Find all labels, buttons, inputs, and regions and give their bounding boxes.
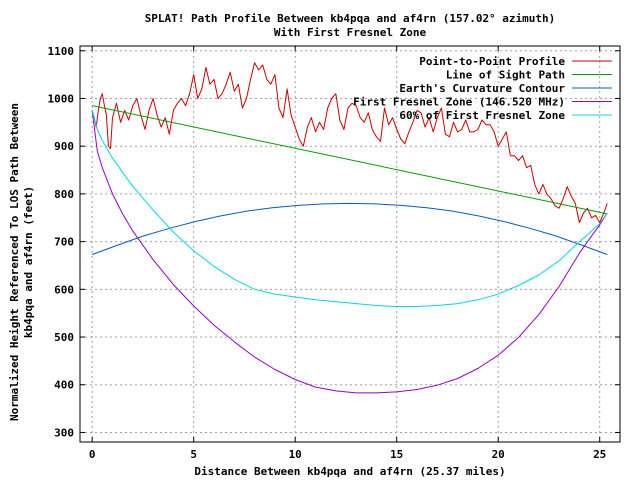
x-tick-label: 15 [390, 448, 403, 461]
plot-frame [79, 45, 621, 443]
series-line-1 [91, 62, 608, 223]
x-tick-label: 25 [593, 448, 606, 461]
y-tick-label: 500 [54, 331, 74, 344]
series-line-3 [92, 202, 608, 255]
legend-label-5: 60% of First Fresnel Zone [399, 109, 565, 122]
grid-lines [80, 46, 620, 442]
chart-subtitle: With First Fresnel Zone [274, 26, 427, 39]
y-tick-label: 400 [54, 379, 74, 392]
y-axis-label-line2: kb4pqa and af4rn (feet) [22, 186, 35, 338]
y-tick-label: 800 [54, 188, 74, 201]
legend-label-4: First Fresnel Zone (146.520 MHz) [353, 96, 565, 109]
y-tick-label: 1000 [48, 92, 75, 105]
legend-label-3: Earth's Curvature Contour [399, 82, 565, 95]
legend-label-2: Line of Sight Path [446, 69, 565, 82]
chart-title: SPLAT! Path Profile Between kb4pqa and a… [145, 12, 556, 25]
legend-label-1: Point-to-Point Profile [419, 55, 565, 68]
series-line-5 [91, 110, 608, 307]
x-tick-label: 5 [190, 448, 197, 461]
y-tick-label: 300 [54, 426, 74, 439]
y-tick-label: 700 [54, 236, 74, 249]
axis-ticks: 0 5 10 15 20 25 300 400 500 600 700 800 900 1000 1100 [48, 45, 620, 461]
x-tick-label: 20 [492, 448, 505, 461]
series-line-2 [92, 105, 608, 215]
y-tick-label: 900 [54, 140, 74, 153]
x-axis-label: Distance Between kb4pqa and af4rn (25.37… [194, 465, 505, 478]
series-line-4 [91, 110, 608, 394]
x-tick-label: 0 [89, 448, 96, 461]
y-axis-label-line1: Normalized Height Referenced To LOS Path… [8, 103, 21, 421]
y-tick-label: 1100 [48, 45, 75, 58]
y-tick-label: 600 [54, 283, 74, 296]
series-lines [91, 62, 608, 394]
x-tick-label: 10 [289, 448, 302, 461]
